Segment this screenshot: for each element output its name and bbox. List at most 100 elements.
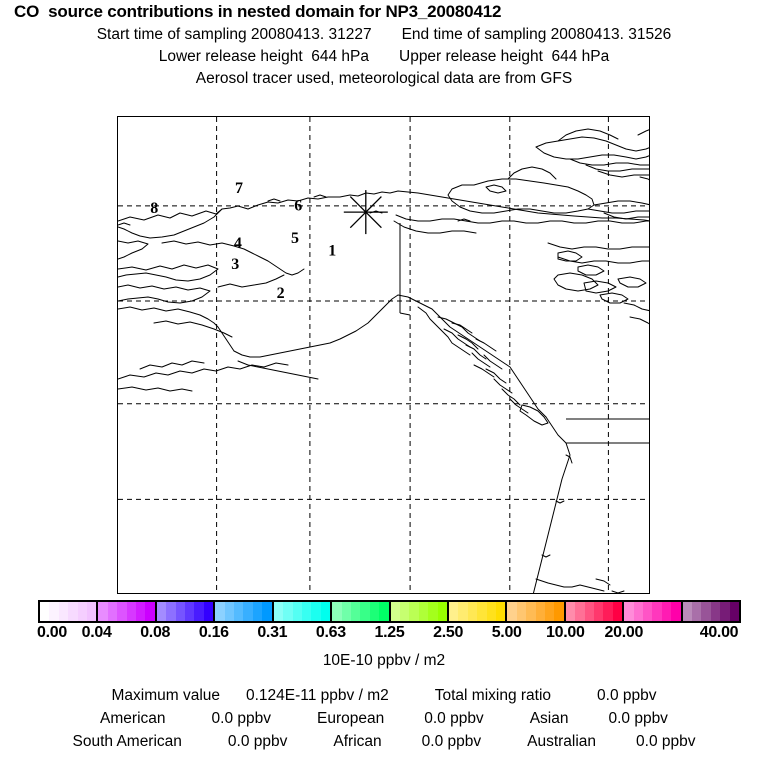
colorbar-step — [136, 602, 146, 621]
colorbar-step — [467, 602, 478, 621]
tracer-note-row: Aerosol tracer used, meteorological data… — [0, 68, 768, 90]
start-time-label: Start time of sampling 20080413. 31227 — [96, 26, 372, 43]
spacer — [382, 730, 422, 753]
colorbar — [38, 600, 741, 623]
colorbar-step — [729, 602, 740, 621]
colorbar-band-2 — [156, 602, 214, 621]
colorbar-band-1 — [98, 602, 155, 621]
maximum-value: 0.124E-11 ppbv / m2 — [246, 687, 389, 704]
colorbar-tick-0-31: 0.31 — [257, 624, 288, 641]
colorbar-band-9 — [565, 602, 623, 621]
colorbar-tick-0-16: 0.16 — [198, 624, 229, 641]
colorbar-step — [495, 602, 506, 621]
colorbar-step — [283, 602, 293, 621]
colorbar-step — [117, 602, 127, 621]
colorbar-step — [379, 602, 389, 621]
colorbar-step — [545, 602, 555, 621]
colorbar-step — [292, 602, 302, 621]
colorbar-step — [332, 602, 342, 621]
colorbar-step — [175, 602, 186, 621]
colorbar-tick-0-00: 0.00 — [37, 624, 67, 641]
colorbar-step — [185, 602, 195, 621]
colorbar-band-separator — [388, 602, 391, 621]
colorbar-band-separator — [622, 602, 625, 621]
colorbar-band-5 — [332, 602, 389, 621]
colorbar-tick-40-00: 40.00 — [699, 624, 739, 641]
colorbar-step — [633, 602, 644, 621]
region-label-8: 8 — [150, 200, 158, 217]
colorbar-tick-0-08: 0.08 — [140, 624, 171, 641]
colorbar-step — [350, 602, 361, 621]
colorbar-band-separator — [96, 602, 99, 621]
colorbar-step — [126, 602, 137, 621]
colorbar-band-separator — [680, 602, 683, 621]
region-label-6: 6 — [294, 198, 302, 215]
colorbar-band-separator — [330, 602, 333, 621]
region-label-1: 1 — [328, 242, 336, 259]
spacer — [384, 707, 424, 730]
colorbar-tick-0-63: 0.63 — [315, 624, 346, 641]
colorbar-step — [224, 602, 235, 621]
coastline-paths — [118, 128, 649, 593]
colorbar-band-8 — [507, 602, 564, 621]
colorbar-step — [390, 602, 400, 621]
colorbar-step — [301, 602, 312, 621]
region-label-american: American — [100, 710, 166, 727]
colorbar-step — [49, 602, 59, 621]
political-borders — [399, 223, 649, 420]
colorbar-band-7 — [448, 602, 506, 621]
colorbar-step — [262, 602, 272, 621]
region-value-african: 0.0 ppbv — [421, 733, 482, 750]
colorbar-step — [399, 602, 410, 621]
chart-header: CO source contributions in nested domain… — [0, 0, 768, 90]
colorbar-step — [701, 602, 711, 621]
colorbar-step — [58, 602, 69, 621]
colorbar-tick-labels: 0.00 0.04 0.08 0.16 0.31 0.63 1.25 2.50 5.00 10.0… — [0, 624, 768, 644]
colorbar-step — [643, 602, 653, 621]
colorbar-band-separator — [213, 602, 216, 621]
colorbar-tick-5-00: 5.00 — [491, 624, 522, 641]
colorbar-step — [107, 602, 118, 621]
colorbar-band-6 — [390, 602, 447, 621]
colorbar-step — [252, 602, 263, 621]
colorbar-step — [156, 602, 167, 621]
colorbar-step — [575, 602, 585, 621]
colorbar-step — [682, 602, 693, 621]
tracer-note: Aerosol tracer used, meteorological data… — [195, 70, 573, 87]
station-marker-asterisk — [343, 190, 388, 235]
region-value-asian: 0.0 ppbv — [608, 710, 668, 727]
colorbar-step — [369, 602, 380, 621]
colorbar-step — [77, 602, 88, 621]
colorbar-step — [486, 602, 496, 621]
spacer — [484, 707, 530, 730]
map-plot-area: 1 2 3 4 5 6 7 8 — [117, 116, 650, 594]
colorbar-step — [320, 602, 331, 621]
spacer — [271, 707, 317, 730]
colorbar-step — [507, 602, 517, 621]
colorbar-step — [234, 602, 244, 621]
region-number-labels: 1 2 3 4 5 6 7 8 — [150, 180, 336, 302]
total-mixing-ratio: 0.0 ppbv — [597, 687, 657, 704]
region-label-2: 2 — [277, 285, 285, 302]
region-label-4: 4 — [234, 235, 242, 252]
colorbar-step — [554, 602, 564, 621]
colorbar-step — [624, 602, 634, 621]
colorbar-band-separator — [446, 602, 449, 621]
colorbar-step — [203, 602, 214, 621]
map-gridlines — [118, 117, 649, 593]
colorbar-tick-0-04: 0.04 — [81, 624, 112, 641]
spacer — [220, 684, 246, 707]
spacer — [551, 684, 597, 707]
colorbar-step — [98, 602, 108, 621]
colorbar-tick-1-25: 1.25 — [374, 624, 405, 641]
colorbar-step — [652, 602, 662, 621]
colorbar-step — [448, 602, 459, 621]
colorbar-step — [145, 602, 155, 621]
lower-release-height-label: Lower release height 644 hPa — [158, 48, 369, 65]
spacer — [372, 24, 402, 46]
spacer — [389, 684, 435, 707]
colorbar-step — [437, 602, 447, 621]
colorbar-step — [671, 602, 681, 621]
colorbar-axis-label: 10E-10 ppbv / m2 — [322, 652, 446, 669]
maximum-value-label: Maximum value — [111, 687, 220, 704]
